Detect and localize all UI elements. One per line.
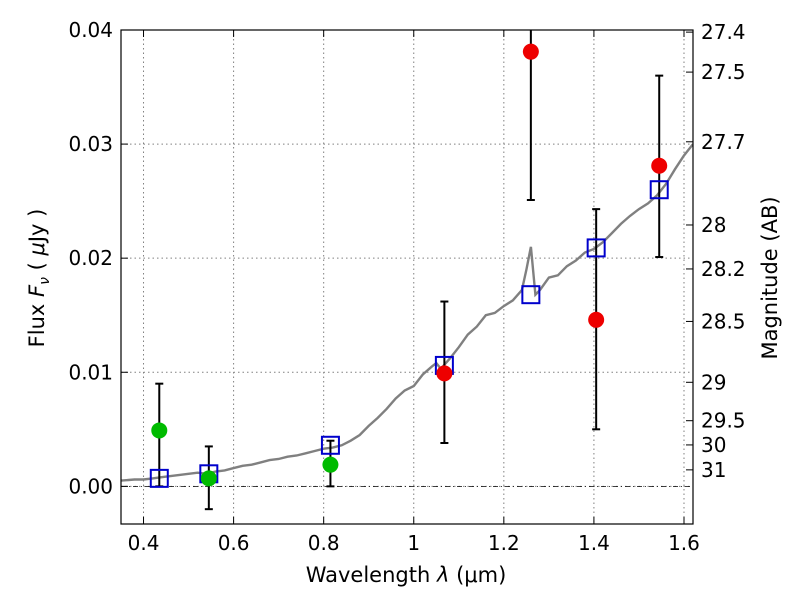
photometry-point: [151, 422, 168, 439]
x-tick-label: 1.2: [488, 531, 520, 555]
y2-tick-label: 27.5: [701, 60, 746, 84]
y2-tick-label: 29: [701, 370, 726, 394]
y2-tick-label: 27.4: [701, 20, 746, 44]
y2-tick-label: 27.7: [701, 130, 746, 154]
y2-tick-label: 28.2: [701, 257, 746, 281]
model-spectrum-line: [121, 143, 693, 482]
y-axis-title: Flux Fν ( μJy ): [25, 209, 53, 348]
y-tick-label: 0.01: [68, 360, 113, 384]
y2-tick-label: 28.5: [701, 309, 746, 333]
y2-tick-label: 31: [701, 458, 726, 482]
x-tick-label: 0.4: [128, 531, 160, 555]
y-tick-label: 0.04: [68, 18, 113, 42]
y2-axis-title: Magnitude (AB): [758, 196, 782, 359]
y-tick-label: 0.03: [68, 132, 113, 156]
x-tick-label: 1.4: [578, 531, 610, 555]
x-axis-title: Wavelength λ (μm): [306, 563, 507, 587]
photometry-point: [436, 365, 453, 382]
y2-tick-label: 28: [701, 213, 726, 237]
y-tick-label: 0.00: [68, 474, 113, 498]
model-band-square: [149, 468, 169, 488]
photometry-point: [200, 470, 217, 487]
plot-area: [121, 30, 693, 511]
x-tick-label: 0.8: [308, 531, 340, 555]
y2-tick-label: 30: [701, 433, 726, 457]
photometry-point: [522, 43, 539, 60]
model-band-square: [521, 285, 541, 305]
y2-tick-label: 29.5: [701, 409, 746, 433]
model-band-square: [649, 180, 669, 200]
photometry-point: [588, 311, 605, 328]
x-tick-label: 0.6: [218, 531, 250, 555]
y-axis-ticks: 0.00 0.01 0.02 0.03 0.04: [68, 18, 128, 498]
photometry-point: [322, 456, 339, 473]
x-tick-label: 1.6: [668, 531, 700, 555]
photometry-point: [651, 157, 668, 174]
data-markers: [149, 43, 669, 488]
x-tick-label: 1: [407, 531, 420, 555]
x-axis-ticks: 0.4 0.6 0.8 1 1.2 1.4 1.6: [128, 30, 700, 555]
grid-lines: [121, 29, 693, 524]
model-band-square: [586, 238, 606, 258]
plot-frame: [120, 29, 694, 525]
y-tick-label: 0.02: [68, 246, 113, 270]
model-band-square: [320, 435, 340, 455]
error-bars: [155, 30, 664, 511]
